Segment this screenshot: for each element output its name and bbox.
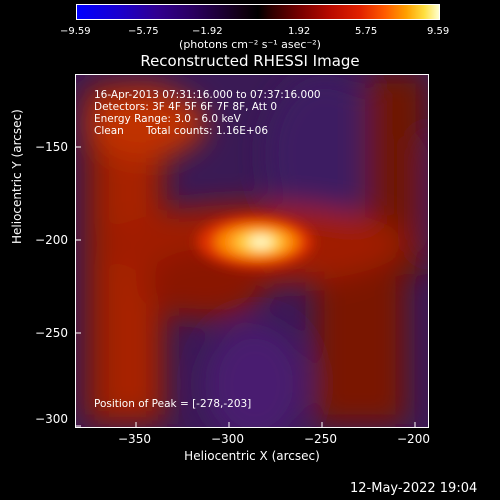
- y-tick-label: −250: [35, 326, 68, 340]
- annotation-detectors: Detectors: 3F 4F 5F 6F 7F 8F, Att 0: [94, 101, 278, 113]
- heatmap-structures: [85, 74, 429, 428]
- x-tick-label: −200: [397, 432, 430, 446]
- y-axis-label: Heliocentric Y (arcsec): [10, 109, 24, 244]
- colorbar-tick: 9.59: [427, 26, 450, 37]
- axis-tick-marks: [75, 146, 416, 428]
- x-tick-label: −350: [118, 432, 151, 446]
- colorbar-units: (photons cm⁻² s⁻¹ asec⁻²): [179, 38, 321, 51]
- plot-frame: [75, 74, 429, 428]
- x-tick-label: −300: [211, 432, 244, 446]
- colorbar-tick: 5.75: [355, 26, 378, 37]
- annotation-time: 16-Apr-2013 07:31:16.000 to 07:37:16.000: [94, 89, 321, 101]
- annotation-counts: Total counts: 1.16E+06: [146, 125, 269, 137]
- colorbar-tick: −5.75: [128, 26, 159, 37]
- x-tick-label: −250: [304, 432, 337, 446]
- chart-title: Reconstructed RHESSI Image: [140, 52, 360, 70]
- heatmap-peak: [197, 216, 313, 268]
- y-axis-label-text: Heliocentric Y (arcsec): [10, 109, 24, 244]
- annotation-peak-position: Position of Peak = [-278,-203]: [94, 398, 252, 410]
- colorbar: [76, 4, 440, 20]
- colorbar-tick: −1.92: [192, 26, 223, 37]
- annotation-energy: Energy Range: 3.0 - 6.0 keV: [94, 113, 241, 125]
- annotation-method: Clean: [94, 125, 124, 137]
- y-tick-label: −150: [35, 140, 68, 154]
- y-tick-label: −200: [35, 233, 68, 247]
- colorbar-tick: 1.92: [288, 26, 311, 37]
- heatmap-plot: [75, 74, 429, 428]
- colorbar-tick: −9.59: [60, 26, 91, 37]
- x-axis-label: Heliocentric X (arcsec): [184, 449, 320, 463]
- timestamp: 12-May-2022 19:04: [350, 481, 478, 496]
- y-tick-label: −300: [35, 412, 68, 426]
